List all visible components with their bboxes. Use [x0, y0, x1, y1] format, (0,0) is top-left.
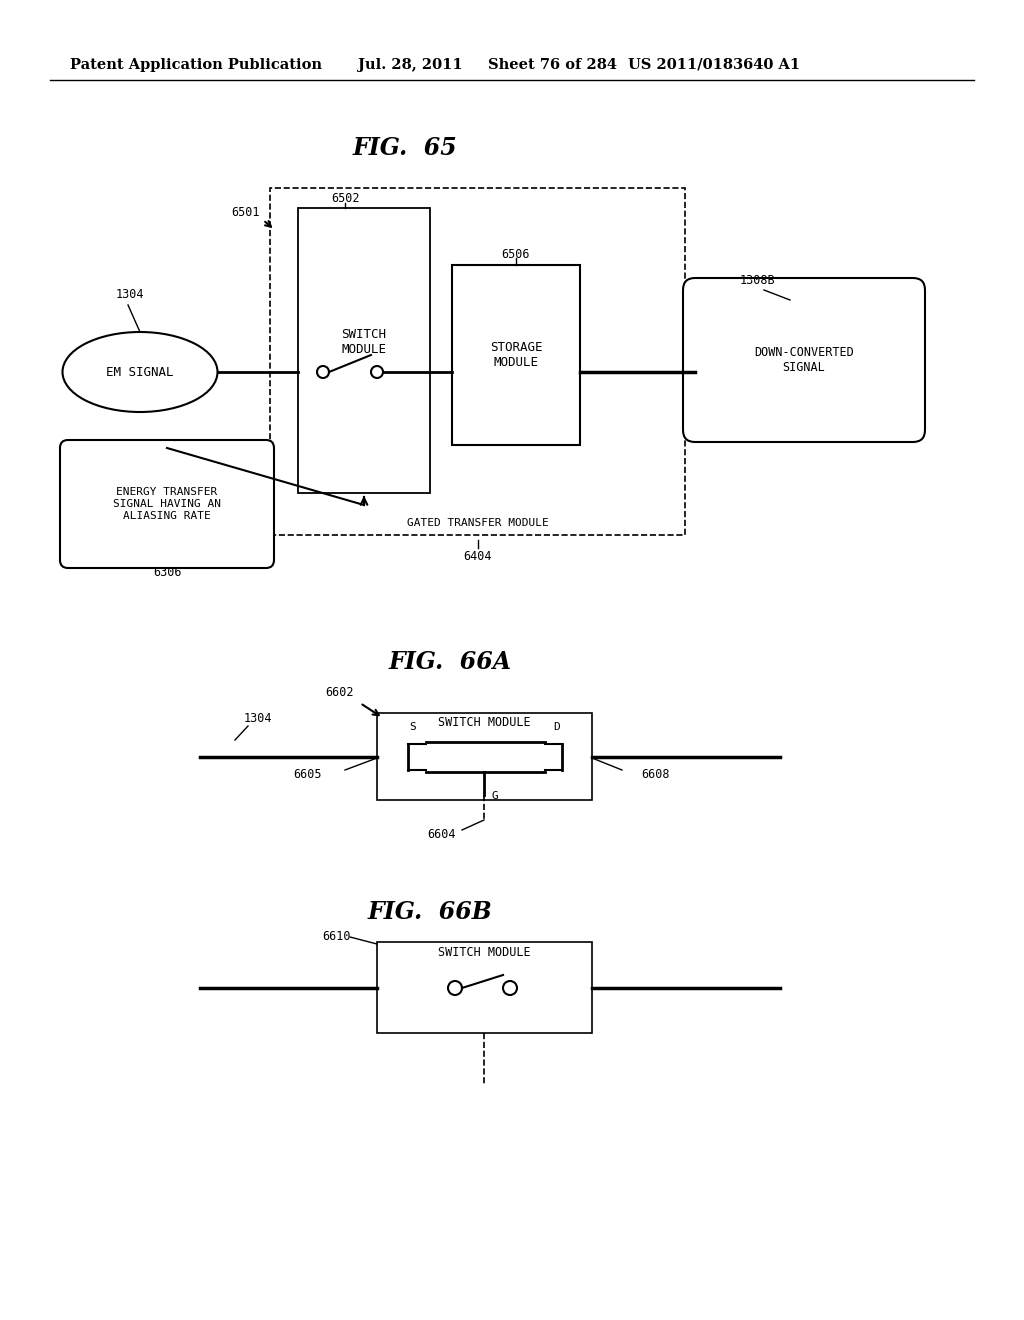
- Text: 6506: 6506: [502, 248, 530, 260]
- Text: Jul. 28, 2011: Jul. 28, 2011: [358, 58, 463, 73]
- Text: Patent Application Publication: Patent Application Publication: [70, 58, 322, 73]
- Text: SWITCH MODULE: SWITCH MODULE: [438, 717, 530, 730]
- Text: 6404: 6404: [464, 550, 493, 564]
- Text: 1308B: 1308B: [740, 273, 775, 286]
- FancyBboxPatch shape: [377, 713, 592, 800]
- Text: 6605: 6605: [294, 768, 323, 781]
- FancyBboxPatch shape: [60, 440, 274, 568]
- Text: D: D: [554, 722, 560, 733]
- FancyBboxPatch shape: [377, 942, 592, 1034]
- Text: 6602: 6602: [326, 686, 354, 700]
- Text: 6604: 6604: [428, 829, 457, 842]
- FancyBboxPatch shape: [683, 279, 925, 442]
- Text: S: S: [410, 722, 417, 733]
- Text: 1304: 1304: [244, 711, 272, 725]
- Text: Sheet 76 of 284: Sheet 76 of 284: [488, 58, 617, 73]
- Text: FIG.  66B: FIG. 66B: [368, 900, 493, 924]
- Text: STORAGE
MODULE: STORAGE MODULE: [489, 341, 543, 370]
- Text: GATED TRANSFER MODULE: GATED TRANSFER MODULE: [408, 517, 549, 528]
- Text: 6608: 6608: [641, 768, 670, 781]
- Text: SWITCH MODULE: SWITCH MODULE: [438, 945, 530, 958]
- Text: 6501: 6501: [230, 206, 259, 219]
- Text: FIG.  65: FIG. 65: [352, 136, 458, 160]
- Text: FIG.  66A: FIG. 66A: [388, 649, 512, 675]
- Text: 6502: 6502: [331, 191, 359, 205]
- Text: 1304: 1304: [116, 289, 144, 301]
- Text: DOWN-CONVERTED
SIGNAL: DOWN-CONVERTED SIGNAL: [754, 346, 854, 374]
- Text: US 2011/0183640 A1: US 2011/0183640 A1: [628, 58, 800, 73]
- Text: 6306: 6306: [153, 566, 181, 579]
- Text: SWITCH
MODULE: SWITCH MODULE: [341, 327, 386, 356]
- Text: EM SIGNAL: EM SIGNAL: [106, 366, 174, 379]
- Text: G: G: [492, 791, 499, 801]
- Ellipse shape: [62, 333, 217, 412]
- Text: ENERGY TRANSFER
SIGNAL HAVING AN
ALIASING RATE: ENERGY TRANSFER SIGNAL HAVING AN ALIASIN…: [113, 487, 221, 520]
- Text: 6610: 6610: [322, 931, 350, 944]
- FancyBboxPatch shape: [298, 209, 430, 492]
- FancyBboxPatch shape: [452, 265, 580, 445]
- FancyBboxPatch shape: [270, 187, 685, 535]
